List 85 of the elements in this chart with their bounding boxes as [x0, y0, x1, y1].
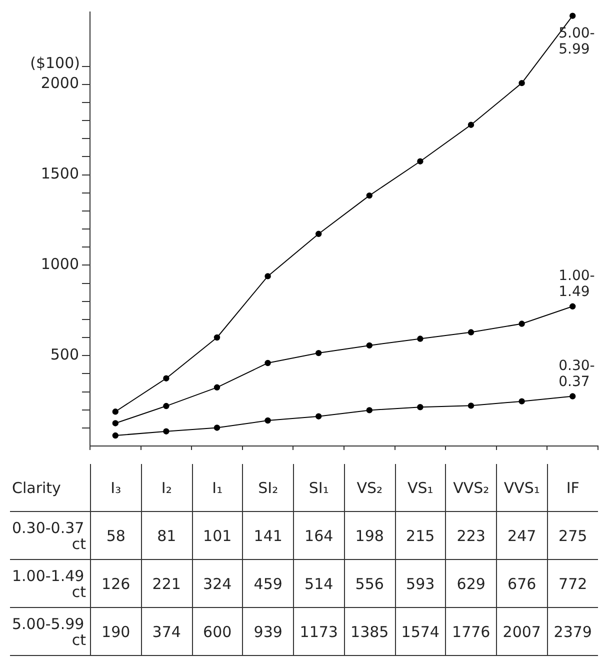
text: ct — [70, 535, 87, 553]
y-axis-title: ($100) — [30, 54, 80, 72]
text: 1.00-1.49 — [12, 567, 84, 585]
data-label: 221 — [141, 560, 192, 608]
x-tick-label: SI₁ — [294, 464, 344, 512]
point — [264, 273, 271, 280]
x-tick-label: VVS₁ — [496, 464, 548, 512]
x-tick-label: VS₁ — [395, 464, 446, 512]
point — [518, 320, 525, 327]
point — [468, 402, 474, 409]
data-label: 58 — [90, 512, 142, 560]
point — [264, 417, 271, 424]
y-tick-label: 1000 — [40, 255, 79, 274]
data-label: 556 — [344, 560, 395, 608]
x-tick-label: VVS₂ — [446, 464, 496, 512]
text: 0.30-0.37 — [12, 519, 84, 537]
data-label: 126 — [90, 560, 142, 608]
text: ct — [70, 631, 87, 649]
data-label: 215 — [395, 512, 446, 560]
x-axis-title: Clarity — [10, 464, 90, 512]
point — [112, 408, 118, 415]
point — [366, 192, 372, 199]
x-tick-label: I₃ — [90, 464, 142, 512]
data-label: 2379 — [547, 608, 598, 656]
data-label: 190 — [90, 608, 142, 656]
series-label: 5.00-5.99 — [558, 25, 595, 58]
point — [112, 432, 118, 439]
point — [570, 303, 576, 310]
data-label: 141 — [242, 512, 294, 560]
data-label: 81 — [141, 512, 192, 560]
data-label: 164 — [294, 512, 344, 560]
point — [366, 407, 372, 414]
y-tick-label: 1500 — [40, 164, 79, 183]
data-label: 629 — [446, 560, 496, 608]
point — [214, 424, 220, 431]
text: ct — [70, 583, 87, 601]
point — [570, 393, 576, 400]
data-label: 2007 — [496, 608, 548, 656]
x-tick-label: I₂ — [141, 464, 192, 512]
point — [316, 350, 322, 356]
data-label: 223 — [446, 512, 496, 560]
point — [214, 334, 220, 341]
x-tick-label: VS₂ — [344, 464, 395, 512]
point — [316, 230, 322, 237]
data-label: 1173 — [294, 608, 344, 656]
y-tick-label: 2000 — [40, 74, 79, 92]
data-label: 247 — [496, 512, 548, 560]
x-tick-label: I₁ — [192, 464, 243, 512]
data-label: 676 — [496, 560, 548, 608]
x-tick-label: SI₂ — [242, 464, 294, 512]
y-tick-label: 500 — [50, 345, 79, 364]
point — [518, 80, 525, 86]
point — [316, 413, 322, 420]
point — [163, 375, 170, 382]
point — [366, 342, 372, 349]
data-label: 101 — [192, 512, 243, 560]
data-label: 459 — [242, 560, 294, 608]
data-label: 1385 — [344, 608, 395, 656]
point — [163, 402, 170, 410]
point — [112, 420, 118, 426]
point — [417, 404, 424, 410]
point — [214, 384, 220, 391]
data-label: 514 — [294, 560, 344, 608]
series-label: 1.00-1.49 — [558, 268, 595, 300]
point — [417, 158, 424, 164]
data-label: 324 — [192, 560, 243, 608]
point — [570, 12, 576, 19]
x-tick-label: IF — [547, 464, 598, 512]
data-label: 1574 — [395, 608, 446, 656]
point — [264, 360, 271, 366]
point — [468, 329, 474, 336]
data-label: 275 — [547, 512, 598, 560]
data-label: 600 — [192, 608, 243, 656]
text: 5.00-5.99 — [12, 615, 84, 633]
data-label: 593 — [395, 560, 446, 608]
series-label: 0.30-0.37 — [558, 358, 595, 390]
data-label: 1776 — [446, 608, 496, 656]
data-label: 198 — [344, 512, 395, 560]
data-label: 772 — [547, 560, 598, 608]
point — [518, 398, 525, 404]
data-label: 374 — [141, 608, 192, 656]
point — [468, 122, 474, 128]
point — [163, 428, 170, 434]
point — [417, 336, 424, 342]
data-label: 939 — [242, 608, 294, 656]
